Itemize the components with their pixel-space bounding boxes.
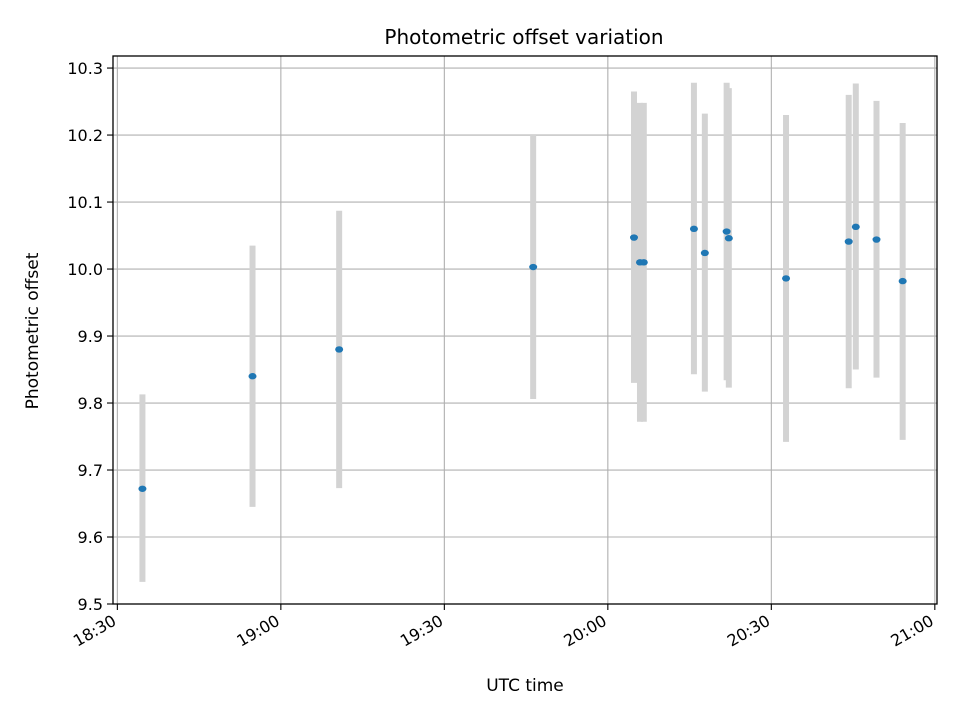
grid xyxy=(113,56,937,605)
data-point xyxy=(529,263,538,271)
chart-title: Photometric offset variation xyxy=(384,25,663,49)
plot-frame xyxy=(112,55,938,605)
data-point xyxy=(138,485,147,492)
data-point xyxy=(851,223,860,231)
x-tick-label: 20:00 xyxy=(560,611,609,651)
data-point xyxy=(782,275,791,282)
y-axis-ticks: 9.5 9.6 9.7 9.8 9.9 10.0 10.1 10.2 10.3 xyxy=(67,59,113,614)
y-tick-label: 10.2 xyxy=(67,126,103,145)
data-point xyxy=(872,236,881,243)
y-tick-label: 10.3 xyxy=(67,59,103,78)
x-tick-label: 21:00 xyxy=(887,611,936,651)
x-axis-ticks: 18:30 19:00 19:30 20:00 20:30 21:00 xyxy=(70,604,937,651)
error-bars xyxy=(139,82,906,582)
x-tick-label: 19:30 xyxy=(397,611,446,651)
data-point xyxy=(722,228,731,235)
y-tick-label: 9.9 xyxy=(78,327,103,346)
data-point xyxy=(700,249,709,257)
data-point xyxy=(724,235,733,242)
y-axis-label: Photometric offset xyxy=(23,252,43,409)
y-tick-label: 9.8 xyxy=(78,394,103,413)
data-point xyxy=(639,259,648,266)
x-tick-label: 19:00 xyxy=(233,611,282,651)
y-tick-label: 9.5 xyxy=(78,595,103,614)
y-tick-label: 9.6 xyxy=(78,528,103,547)
y-tick-label: 10.1 xyxy=(67,193,103,212)
y-tick-label: 9.7 xyxy=(78,461,103,480)
data-point xyxy=(898,277,907,285)
x-tick-label: 20:30 xyxy=(724,611,773,651)
data-point xyxy=(248,373,257,380)
data-points xyxy=(138,223,907,492)
data-point xyxy=(689,225,698,233)
data-point xyxy=(629,234,638,241)
x-axis-label: UTC time xyxy=(486,676,564,696)
y-tick-label: 10.0 xyxy=(67,260,103,279)
data-point xyxy=(335,346,344,353)
data-point xyxy=(844,238,853,245)
x-tick-label: 18:30 xyxy=(70,611,119,651)
